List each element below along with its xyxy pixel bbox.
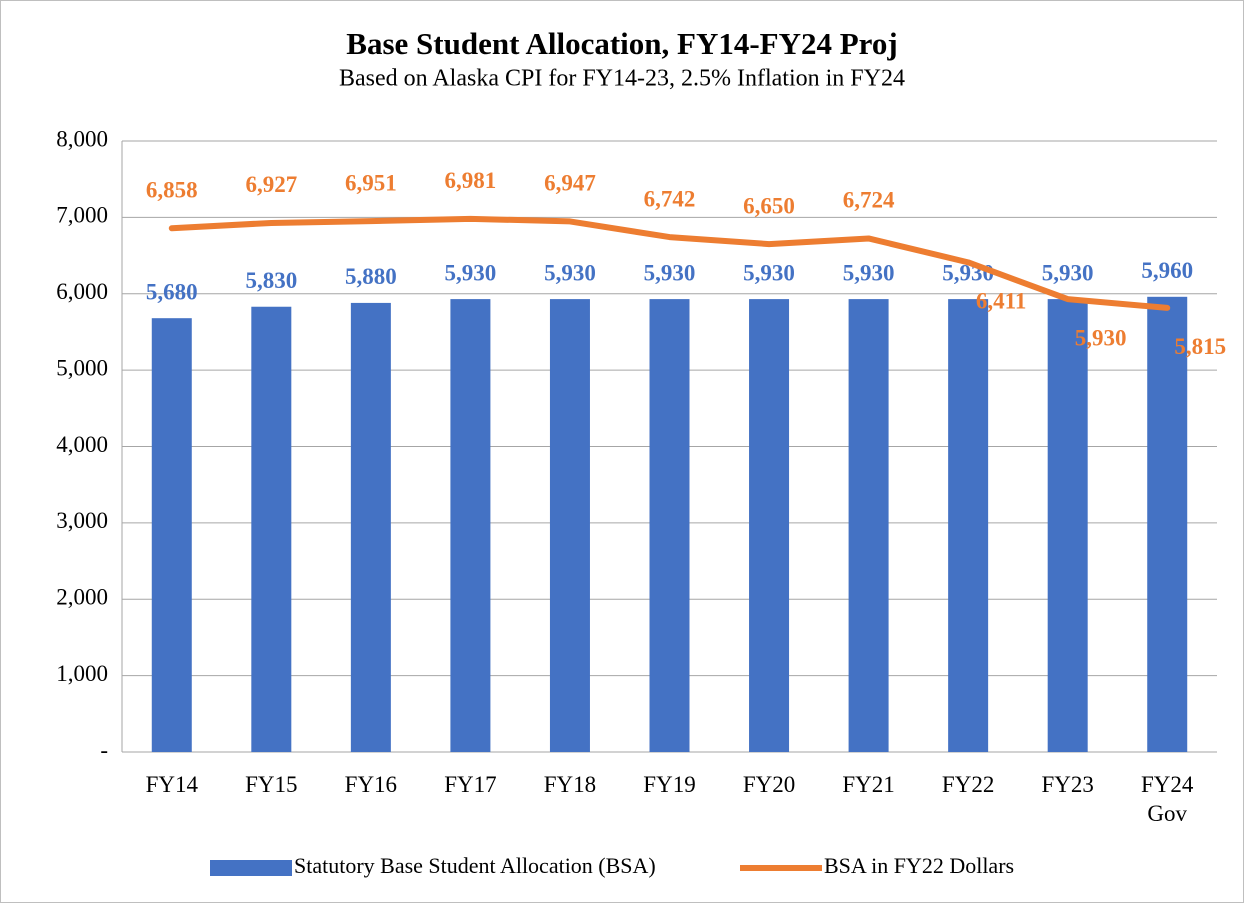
bar-value-label: 5,960 xyxy=(1141,258,1193,283)
y-tick-label: 3,000 xyxy=(56,508,108,533)
x-tick-label: FY23 xyxy=(1041,772,1094,797)
bar-value-label: 5,680 xyxy=(146,279,198,304)
bar-value-label: 5,930 xyxy=(843,260,895,285)
chart-title: Base Student Allocation, FY14-FY24 Proj xyxy=(346,26,897,61)
legend-label: BSA in FY22 Dollars xyxy=(824,853,1014,878)
bar xyxy=(848,299,889,752)
x-tick-label: FY24 Gov xyxy=(1141,772,1194,826)
x-tick-label: FY19 xyxy=(643,772,696,797)
bar-value-label: 5,880 xyxy=(345,264,397,289)
y-tick-label: 5,000 xyxy=(56,355,108,380)
line xyxy=(168,215,1171,311)
bar xyxy=(151,318,192,752)
line-value-label: 6,650 xyxy=(743,193,795,218)
line-value-label: 6,724 xyxy=(843,188,895,213)
x-tick-label: FY21 xyxy=(842,772,895,797)
line-value-label: 6,927 xyxy=(245,172,297,197)
line-value-label: 6,411 xyxy=(976,289,1026,314)
bar-value-label: 5,830 xyxy=(245,268,297,293)
bar-value-label: 5,930 xyxy=(743,260,795,285)
x-tick-label: FY20 xyxy=(742,772,796,797)
bar xyxy=(948,299,989,752)
y-tick-label: 2,000 xyxy=(56,585,108,610)
y-tick-label: 7,000 xyxy=(56,203,108,228)
y-tick-label: 1,000 xyxy=(56,661,108,686)
bar xyxy=(251,306,292,752)
line-value-label: 6,981 xyxy=(445,168,497,193)
line-value-label: 6,742 xyxy=(644,186,696,211)
y-tick-label: 4,000 xyxy=(56,432,108,457)
x-tick-label: FY14 xyxy=(145,772,198,797)
chart-subtitle: Based on Alaska CPI for FY14-23, 2.5% In… xyxy=(339,66,905,92)
bar-value-label: 5,930 xyxy=(544,260,596,285)
bar xyxy=(749,299,790,752)
y-tick-label: 6,000 xyxy=(56,279,108,304)
line-value-label: 6,951 xyxy=(345,170,397,195)
y-tick-label: - xyxy=(100,737,108,762)
bar-value-label: 5,930 xyxy=(445,260,497,285)
bar-value-label: 5,930 xyxy=(644,260,696,285)
x-tick-label: FY17 xyxy=(444,772,497,797)
bar xyxy=(1047,299,1088,752)
x-tick-label: FY15 xyxy=(245,772,298,797)
bar xyxy=(350,302,391,752)
legend-swatch xyxy=(210,860,292,876)
line-value-label: 6,947 xyxy=(544,171,596,196)
line-value-label: 5,930 xyxy=(1075,325,1127,350)
x-tick-label: FY16 xyxy=(344,772,398,797)
line-value-label: 6,858 xyxy=(146,178,198,203)
y-tick-label: 8,000 xyxy=(56,126,108,151)
bar xyxy=(649,299,690,752)
bar-value-label: 5,930 xyxy=(1042,260,1094,285)
bar xyxy=(450,299,491,752)
line-value-label: 5,815 xyxy=(1174,334,1226,359)
legend-label: Statutory Base Student Allocation (BSA) xyxy=(294,853,656,878)
x-tick-label: FY22 xyxy=(941,772,995,797)
bar xyxy=(549,299,590,752)
bar xyxy=(1147,296,1188,752)
x-tick-label: FY18 xyxy=(543,772,597,797)
